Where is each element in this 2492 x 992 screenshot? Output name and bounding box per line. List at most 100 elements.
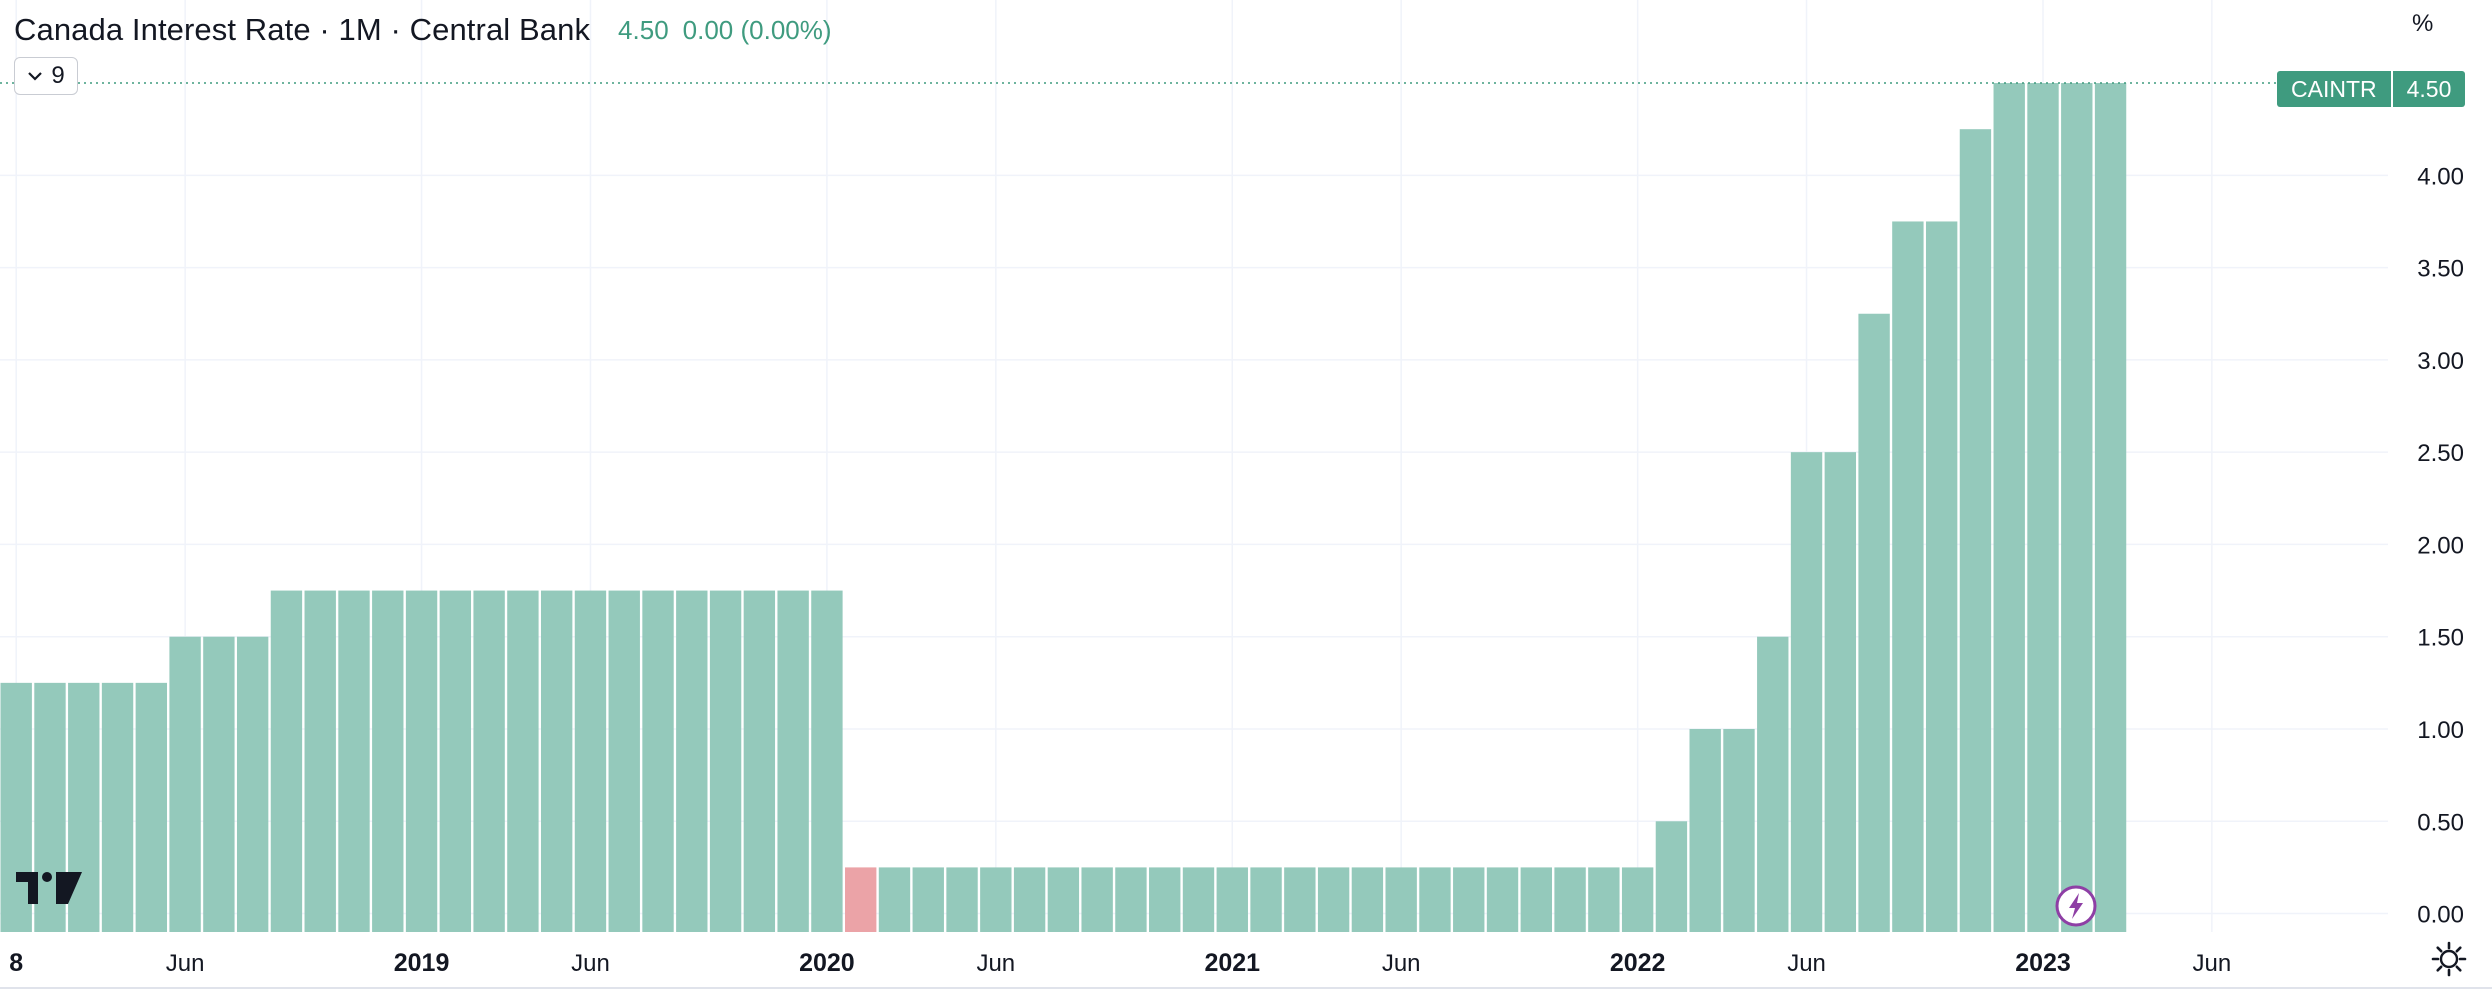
chart-bar[interactable] <box>1892 221 1924 933</box>
chart-bar[interactable] <box>811 590 843 932</box>
chart-bar[interactable] <box>1824 452 1857 932</box>
tradingview-logo-icon[interactable] <box>14 868 84 908</box>
chart-bar[interactable] <box>135 682 168 932</box>
chart-bar[interactable] <box>1216 867 1248 932</box>
x-tick-label: 2019 <box>394 949 450 977</box>
x-tick-label: Jun <box>976 950 1015 977</box>
chart-bar[interactable] <box>405 590 438 932</box>
price-badge-value: 4.50 <box>2392 71 2466 107</box>
x-tick-label: 8 <box>9 949 23 977</box>
gear-icon[interactable] <box>2430 940 2468 978</box>
y-tick-label: 2.50 <box>2417 440 2464 467</box>
price-label-badge: CAINTR 4.50 <box>2277 71 2466 107</box>
chart-bar[interactable] <box>1351 867 1384 932</box>
chart-bar[interactable] <box>946 867 978 932</box>
chart-bar[interactable] <box>642 590 674 932</box>
bar-series <box>0 83 2127 933</box>
chart-bar[interactable] <box>507 590 539 932</box>
chevron-down-icon <box>28 72 43 81</box>
x-tick-label: Jun <box>571 950 610 977</box>
chart-bar[interactable] <box>1925 221 1958 933</box>
chart-bar[interactable] <box>676 590 708 932</box>
chart-bar[interactable] <box>304 590 336 932</box>
chart-bar[interactable] <box>338 590 370 932</box>
x-tick-label: Jun <box>1787 950 1826 977</box>
chart-bar[interactable] <box>540 590 573 932</box>
x-axis[interactable]: 8 Jun 2019 Jun 2020 Jun 2021 Jun 2022 Jun 2023 Jun <box>9 949 2231 977</box>
y-tick-label: 4.00 <box>2417 163 2464 190</box>
chart-bar[interactable] <box>1655 821 1688 932</box>
x-tick-label: 2020 <box>799 949 855 977</box>
chart-bar[interactable] <box>473 590 505 932</box>
y-axis[interactable]: 0.00 0.50 1.00 1.50 2.00 2.50 3.00 3.50 4.00 <box>2417 163 2464 928</box>
chart-bar[interactable] <box>574 590 607 932</box>
y-tick-label: 1.50 <box>2417 625 2464 652</box>
last-value: 4.50 <box>618 14 669 45</box>
chart-bar[interactable] <box>203 636 235 932</box>
chart-bar[interactable] <box>743 590 776 932</box>
change-value: 0.00 (0.00%) <box>682 14 832 45</box>
chart-bar[interactable] <box>1385 867 1417 932</box>
chart-bar[interactable] <box>1047 867 1080 932</box>
x-tick-label: Jun <box>2193 950 2232 977</box>
chart-bar[interactable] <box>1959 129 1992 933</box>
y-tick-label: 3.00 <box>2417 348 2464 375</box>
chart-bar[interactable] <box>777 590 809 932</box>
axis-unit-label: % <box>2412 10 2434 37</box>
chart-bar[interactable] <box>1115 867 1147 932</box>
chart-bar[interactable] <box>439 590 472 932</box>
chart-bar[interactable] <box>709 590 742 932</box>
chart-bar[interactable] <box>1250 867 1282 932</box>
indicator-count: 9 <box>51 62 65 89</box>
lightning-icon[interactable] <box>2054 884 2098 928</box>
chart-bar[interactable] <box>1790 452 1823 932</box>
chart-bar[interactable] <box>1081 867 1113 932</box>
chart-bar[interactable] <box>236 636 269 932</box>
chart-bar[interactable] <box>1520 867 1552 932</box>
chart-bar[interactable] <box>169 636 201 932</box>
chart-bar[interactable] <box>1757 636 1789 932</box>
chart-bar[interactable] <box>878 867 911 932</box>
y-tick-label: 0.50 <box>2417 809 2464 836</box>
y-tick-label: 1.00 <box>2417 717 2464 744</box>
chart-bar[interactable] <box>1858 313 1890 933</box>
x-tick-label: 2021 <box>1204 949 1260 977</box>
chart-bar[interactable] <box>372 590 404 932</box>
chart-bar[interactable] <box>2061 83 2093 933</box>
x-tick-label: 2022 <box>1610 949 1666 977</box>
chart-bar[interactable] <box>1182 867 1215 932</box>
chart-legend: Canada Interest Rate · 1M · Central Bank… <box>14 10 832 50</box>
chart-bar[interactable] <box>1419 867 1451 932</box>
x-tick-label: Jun <box>166 950 205 977</box>
chart-bar[interactable] <box>1588 867 1620 932</box>
x-tick-label: Jun <box>1382 950 1421 977</box>
price-badge-symbol: CAINTR <box>2277 71 2393 107</box>
y-tick-label: 3.50 <box>2417 256 2464 283</box>
chart-title: Canada Interest Rate · 1M · Central Bank <box>14 12 591 47</box>
chart-bar[interactable] <box>1993 83 2025 933</box>
chart-bar[interactable] <box>1149 867 1181 932</box>
chart-bar[interactable] <box>1621 867 1654 932</box>
chart-bar[interactable] <box>608 590 640 932</box>
chart-bar[interactable] <box>101 682 134 932</box>
chart-bar[interactable] <box>1554 867 1586 932</box>
chart-bar[interactable] <box>912 867 944 932</box>
chart-bar[interactable] <box>980 867 1012 932</box>
chart-bar[interactable] <box>1317 867 1350 932</box>
chart-bar[interactable] <box>1689 728 1721 932</box>
chart-bar[interactable] <box>845 867 877 932</box>
chart-bar[interactable] <box>1284 867 1316 932</box>
chart-bar[interactable] <box>270 590 303 932</box>
y-tick-label: 2.00 <box>2417 532 2464 559</box>
chart-bar[interactable] <box>0 682 32 932</box>
chart-bar[interactable] <box>1486 867 1519 932</box>
y-tick-label: 0.00 <box>2417 902 2464 929</box>
chart-bar[interactable] <box>1723 728 1755 932</box>
chart-bar[interactable] <box>1013 867 1046 932</box>
chart-bar[interactable] <box>2094 83 2127 933</box>
indicators-toggle-button[interactable]: 9 <box>14 57 78 95</box>
chart-bar[interactable] <box>2027 83 2059 933</box>
chart-bar[interactable] <box>1453 867 1485 932</box>
